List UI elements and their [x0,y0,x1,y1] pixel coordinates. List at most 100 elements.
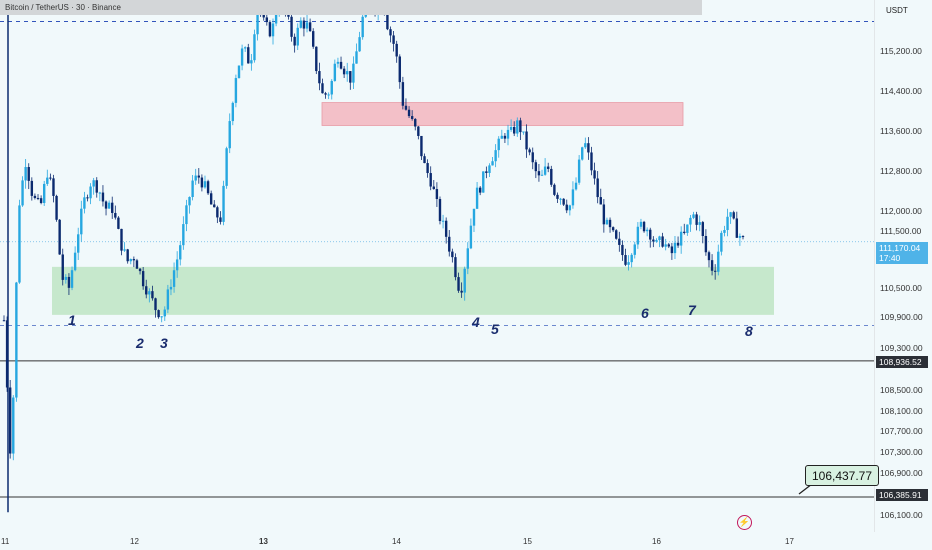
candle-body [120,228,123,251]
resistance-zone [321,102,684,126]
candle-body [398,56,401,83]
candle-body [615,230,618,239]
candle-body [395,43,398,57]
time-tick: 14 [392,537,401,546]
price-tick: 108,100.00 [880,406,923,416]
candle-body [417,126,420,136]
candle-body [577,159,581,183]
candle-body [228,121,231,149]
candle-body [141,271,145,287]
candle-body [683,231,686,233]
candle-body [726,216,729,231]
candle-body [550,168,553,185]
price-callout[interactable]: 106,437.77 [805,465,879,486]
price-tick: 109,900.00 [880,312,923,322]
candle-body [584,143,587,148]
candle-body [312,31,315,47]
candle-body [339,61,343,69]
candle-body [77,234,80,253]
candle-body [485,171,488,173]
candle-body [506,129,510,139]
candle-body [111,202,114,213]
candle-body [324,93,327,95]
candle-body [151,291,154,299]
candle-body [488,165,491,173]
zones-layer [52,102,774,315]
candle-body [432,186,435,190]
candle-body [608,219,612,228]
price-tick: 108,500.00 [880,385,923,395]
candle-body [639,221,643,227]
candle-body [42,183,46,203]
candle-body [18,205,21,283]
candle-body [148,291,151,295]
marker-1: 1 [68,312,76,328]
candle-body [305,22,309,29]
candle-body [596,178,599,198]
candle-body [250,60,253,64]
price-tick: 107,300.00 [880,447,923,457]
candle-body [64,276,68,280]
candle-body [234,78,238,103]
marker-4: 4 [472,314,480,330]
candle-body [438,199,442,222]
current-price-label: 111,170.04 [879,243,921,253]
candle-body [256,2,259,35]
candle-body [534,162,538,172]
candle-body [466,248,470,269]
candle-body [55,195,58,220]
candle-body [12,397,15,454]
candle-body [429,173,432,187]
candle-body [472,208,476,226]
candle-body [389,29,392,36]
candle-body [448,236,451,252]
candle-body [701,222,705,236]
candle-body [707,252,711,261]
marker-5: 5 [491,321,499,337]
time-tick: 12 [130,537,139,546]
candle-body [392,35,395,44]
candle-body [444,220,448,237]
price-tick: 111,500.00 [880,226,922,236]
candle-body [271,23,275,37]
candle-body [101,192,105,202]
chart-title: Bitcoin / TetherUS · 30 · Binance [5,3,121,12]
candle-body [225,148,228,186]
candle-body [70,270,74,288]
candle-body [503,135,507,139]
candle-body [556,194,559,199]
candle-body [642,221,646,232]
candle-body [268,22,272,37]
candle-body [117,217,120,229]
candle-body [299,20,303,28]
candle-body [98,192,102,194]
candle-body [710,260,714,271]
currency-button[interactable]: USDT [886,6,908,15]
candle-body [720,232,723,252]
candle-body [166,289,170,310]
candle-body [621,244,624,256]
candle-body [240,48,244,66]
candle-body [457,277,460,291]
candle-body [67,276,71,288]
price-tick: 114,400.00 [880,86,922,96]
candle-body [296,27,299,46]
candle-body [525,131,528,150]
lightning-icon[interactable]: ⚡ [737,515,752,530]
candle-body [460,290,463,293]
price-chart[interactable] [0,0,874,532]
candle-body [361,16,364,38]
candle-body [352,63,355,83]
candle-body [89,186,92,199]
candle-body [83,197,86,209]
candle-body [138,268,142,272]
candle-body [516,120,519,134]
candle-body [482,171,485,193]
candle-body [169,286,173,290]
candle-body [179,245,182,260]
candle-body [39,198,43,203]
candle-body [543,166,547,175]
candle-body [723,230,726,233]
candle-body [346,71,349,75]
candle-body [469,225,473,249]
